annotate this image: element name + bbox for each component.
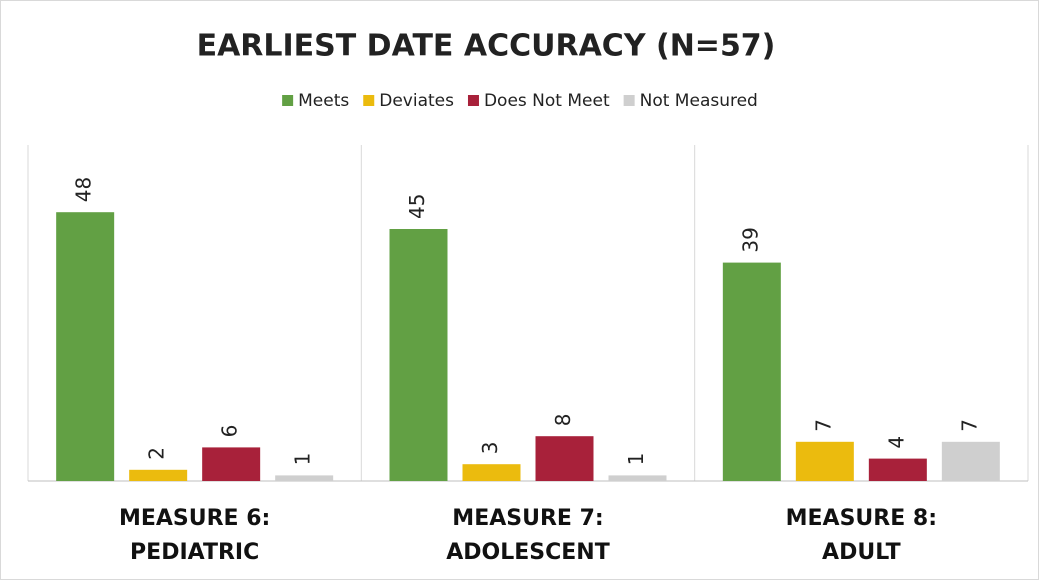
bar <box>389 229 448 481</box>
legend-swatch <box>623 95 635 106</box>
bar <box>608 475 667 481</box>
legend-label: Meets <box>298 91 349 111</box>
bar <box>795 441 854 481</box>
bar <box>462 464 521 481</box>
data-label: 8 <box>551 413 575 426</box>
x-tick-label: MEASURE 8: ADULT <box>785 506 938 565</box>
data-label: 4 <box>884 436 908 449</box>
data-label: 7 <box>811 419 835 432</box>
legend: Meets Deviates Does Not Meet Not Measured <box>282 91 758 111</box>
bar <box>56 212 115 481</box>
bar <box>129 469 188 481</box>
legend-swatch <box>363 95 375 106</box>
legend-label: Does Not Meet <box>484 91 610 111</box>
data-label: 45 <box>405 194 429 219</box>
data-label: 39 <box>738 227 762 252</box>
bar <box>275 475 334 481</box>
data-label: 1 <box>291 453 315 466</box>
bar <box>941 441 1000 481</box>
data-label: 48 <box>72 177 96 202</box>
legend-swatch <box>467 95 479 106</box>
data-label: 3 <box>478 441 502 454</box>
legend-label: Deviates <box>379 91 454 111</box>
data-label: 1 <box>624 453 648 466</box>
x-tick-label: MEASURE 6: PEDIATRIC <box>118 506 271 565</box>
x-tick-label: MEASURE 7: ADOLESCENT <box>446 506 610 565</box>
chart-title: EARLIEST DATE ACCURACY (N=57) <box>197 29 776 64</box>
bar <box>722 262 781 481</box>
bar <box>868 458 927 481</box>
data-label: 2 <box>145 447 169 460</box>
bar <box>535 436 594 481</box>
legend-swatch <box>282 95 294 106</box>
legend-label: Not Measured <box>640 91 758 111</box>
data-label: 7 <box>957 419 981 432</box>
bar <box>202 447 261 481</box>
data-label: 6 <box>218 425 242 438</box>
